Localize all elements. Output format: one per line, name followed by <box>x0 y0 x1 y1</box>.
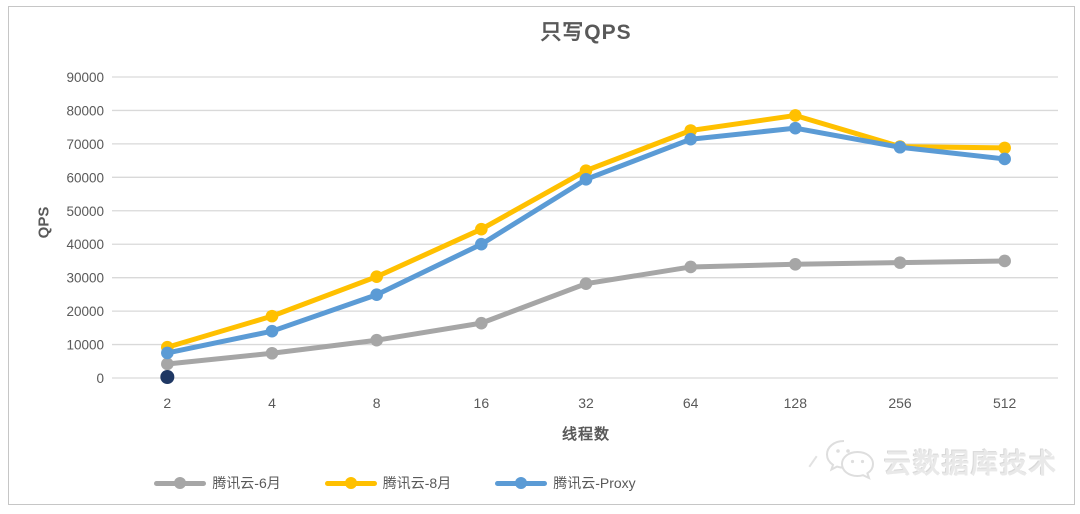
x-tick-label: 256 <box>888 395 912 411</box>
legend-item-1: 腾讯云-8月 <box>324 473 452 493</box>
series-line-2 <box>164 125 1008 356</box>
data-point-marker <box>579 277 593 290</box>
y-axis-title: QPS <box>35 206 53 239</box>
wechat-icon <box>825 440 875 480</box>
y-tick-label: 60000 <box>66 170 104 185</box>
y-tick-label: 90000 <box>66 70 104 85</box>
y-tick-label: 0 <box>96 371 104 386</box>
legend-marker-icon <box>154 477 207 489</box>
data-point-marker <box>684 260 697 274</box>
series-line-1 <box>164 112 1008 350</box>
data-point-marker <box>579 173 593 186</box>
x-tick-label: 16 <box>474 395 490 411</box>
x-tick-label: 2 <box>163 395 171 411</box>
data-point-marker <box>475 316 488 330</box>
y-tick-label: 70000 <box>66 137 104 152</box>
legend-item-0: 腾讯云-6月 <box>154 473 281 493</box>
y-tick-label: 30000 <box>66 271 104 286</box>
legend-label: 腾讯云-Proxy <box>553 475 636 491</box>
legend-label: 腾讯云-8月 <box>382 475 452 491</box>
x-tick-label: 128 <box>784 395 808 411</box>
y-tick-label: 50000 <box>66 204 104 219</box>
series-line-0 <box>164 258 1008 367</box>
data-point-marker <box>998 152 1011 166</box>
data-point-marker <box>370 333 383 347</box>
data-point-marker <box>998 254 1011 268</box>
data-point-marker <box>684 124 697 137</box>
data-point-marker <box>789 109 802 122</box>
legend-marker-dot-icon <box>515 477 528 489</box>
y-tick-label: 80000 <box>66 103 104 118</box>
x-tick-label: 32 <box>578 395 594 411</box>
legend-marker-icon <box>495 477 548 489</box>
watermark-text: 云数据库技术 <box>884 448 1058 479</box>
chart-border-frame <box>8 6 1075 505</box>
legend-label: 腾讯云-6月 <box>212 475 281 491</box>
data-point-marker <box>579 164 593 177</box>
data-point-marker <box>789 121 802 135</box>
legend-marker-dot-icon <box>344 477 357 489</box>
data-point-marker <box>370 288 383 302</box>
dark-navy-point <box>160 369 175 384</box>
legend-item-2: 腾讯云-Proxy <box>495 473 636 493</box>
y-tick-label: 10000 <box>66 338 104 353</box>
data-point-marker <box>475 222 488 236</box>
data-point-marker <box>684 132 697 146</box>
x-tick-label: 8 <box>373 395 381 411</box>
data-point-marker <box>893 256 907 269</box>
data-point-marker <box>475 237 488 251</box>
y-tick-label: 40000 <box>66 237 104 252</box>
data-point-marker <box>265 346 279 360</box>
data-point-marker <box>265 309 279 323</box>
y-tick-label: 20000 <box>66 304 104 319</box>
x-tick-label: 512 <box>993 395 1017 411</box>
x-tick-label: 4 <box>268 395 276 411</box>
legend-marker-dot-icon <box>174 477 187 489</box>
data-point-marker <box>998 141 1011 155</box>
data-point-marker <box>370 270 383 283</box>
data-point-marker <box>161 346 174 360</box>
data-point-marker <box>265 324 279 338</box>
data-point-marker <box>893 140 907 154</box>
watermark: 云数据库技术 <box>808 438 1058 484</box>
x-tick-label: 64 <box>683 395 699 411</box>
data-point-marker <box>789 257 802 271</box>
data-point-marker <box>161 357 174 371</box>
chart-legend: 腾讯云-6月 腾讯云-8月 腾讯云-Proxy <box>0 473 790 493</box>
x-axis-title: 线程数 <box>561 426 610 443</box>
legend-marker-icon <box>324 477 377 489</box>
chart-title: 只写QPS <box>540 21 632 44</box>
